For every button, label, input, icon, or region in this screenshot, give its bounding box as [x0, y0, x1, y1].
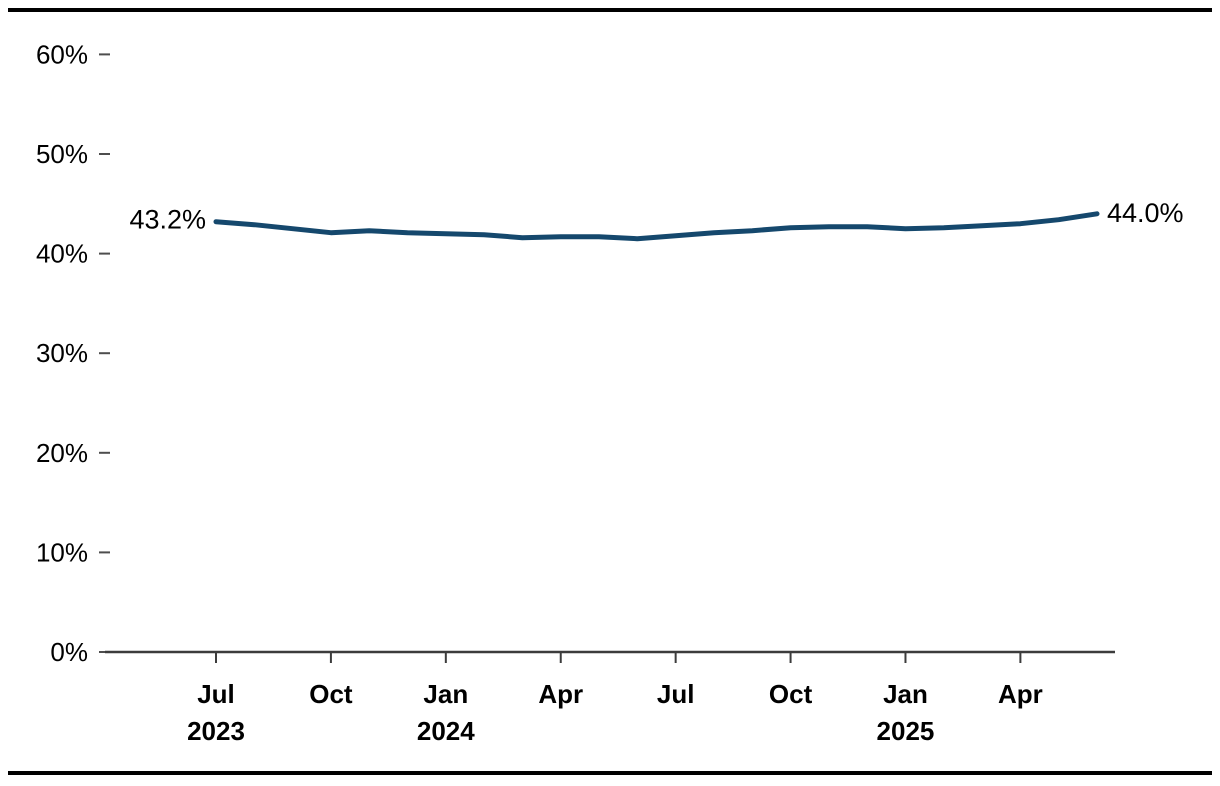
- x-tick-month-label: Jul: [657, 679, 695, 709]
- y-tick-label: 60%: [36, 39, 88, 69]
- y-tick-label: 40%: [36, 239, 88, 269]
- x-tick-month-label: Jul: [197, 679, 235, 709]
- y-tick-label: 20%: [36, 438, 88, 468]
- x-tick-month-label: Apr: [538, 679, 583, 709]
- y-tick-label: 30%: [36, 338, 88, 368]
- x-tick-month-label: Jan: [423, 679, 468, 709]
- end-value-label: 44.0%: [1107, 198, 1184, 228]
- y-tick-label: 0%: [50, 637, 88, 667]
- start-value-label: 43.2%: [129, 205, 206, 235]
- y-tick-label: 50%: [36, 139, 88, 169]
- y-tick-label: 10%: [36, 537, 88, 567]
- x-tick-month-label: Jan: [883, 679, 928, 709]
- trend-line: [213, 211, 1100, 242]
- bottom-border-rule: [8, 771, 1212, 775]
- x-tick-month-label: Apr: [998, 679, 1043, 709]
- x-tick-year-label: 2025: [877, 716, 935, 746]
- top-border-rule: [8, 8, 1212, 12]
- x-tick-year-label: 2024: [417, 716, 475, 746]
- x-tick-year-label: 2023: [187, 716, 245, 746]
- x-tick-month-label: Oct: [769, 679, 813, 709]
- x-tick-month-label: Oct: [309, 679, 353, 709]
